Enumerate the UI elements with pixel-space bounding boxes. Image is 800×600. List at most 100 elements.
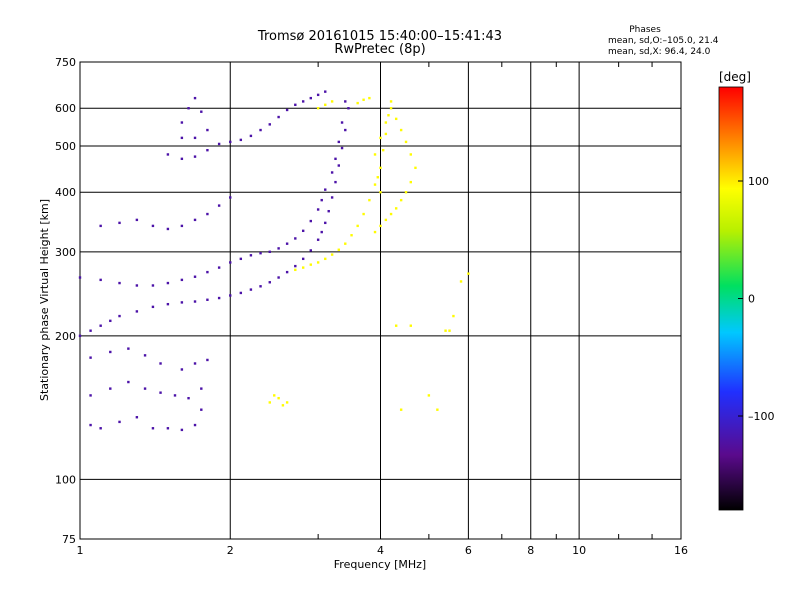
data-point bbox=[180, 136, 184, 140]
data-point bbox=[217, 204, 221, 207]
data-point bbox=[387, 114, 390, 117]
data-point bbox=[180, 301, 184, 304]
data-point bbox=[427, 394, 431, 397]
data-point bbox=[268, 281, 271, 284]
data-point bbox=[143, 387, 147, 390]
x-axis-ticks: 1 2 4 6 8 10 16 bbox=[77, 544, 689, 557]
data-point bbox=[187, 396, 190, 400]
data-point bbox=[193, 155, 197, 158]
data-point bbox=[89, 423, 92, 427]
data-point bbox=[384, 218, 388, 222]
x-tick-label: 16 bbox=[674, 544, 688, 557]
data-point bbox=[151, 284, 155, 287]
data-point bbox=[249, 254, 253, 257]
data-point bbox=[409, 153, 412, 156]
data-point bbox=[459, 280, 463, 283]
x-tick-label: 1 bbox=[77, 544, 84, 557]
data-point bbox=[330, 253, 334, 256]
colorbar-ticks: 100 0 –100 bbox=[738, 175, 775, 423]
data-point bbox=[389, 107, 393, 110]
data-point bbox=[404, 140, 408, 144]
stats-header: Phases bbox=[629, 25, 661, 35]
data-point bbox=[109, 350, 112, 354]
data-point bbox=[327, 209, 330, 213]
data-point bbox=[344, 128, 347, 132]
data-point bbox=[200, 408, 203, 411]
data-point bbox=[206, 358, 209, 362]
data-point bbox=[118, 314, 121, 318]
grid-lines bbox=[80, 62, 681, 539]
data-point bbox=[180, 278, 184, 282]
data-point bbox=[180, 157, 184, 161]
data-point bbox=[249, 134, 253, 138]
colorbar-tick-label: 0 bbox=[748, 293, 755, 306]
data-point bbox=[193, 362, 197, 365]
data-point bbox=[109, 387, 112, 390]
data-point bbox=[277, 276, 280, 279]
data-point bbox=[89, 329, 92, 332]
data-point bbox=[324, 90, 327, 93]
data-point bbox=[166, 302, 170, 306]
colorbar-label: [deg] bbox=[719, 70, 751, 84]
data-point bbox=[268, 123, 271, 126]
x-tick-label: 10 bbox=[572, 544, 586, 557]
data-point bbox=[379, 191, 382, 194]
y-tick-label: 600 bbox=[55, 102, 76, 115]
data-point bbox=[78, 334, 82, 338]
data-point bbox=[379, 224, 382, 228]
data-point bbox=[277, 115, 280, 119]
data-point bbox=[337, 140, 341, 144]
data-point bbox=[193, 275, 197, 278]
x-tick-label: 8 bbox=[527, 544, 534, 557]
data-point bbox=[193, 423, 197, 427]
data-point bbox=[376, 176, 379, 179]
data-point bbox=[444, 329, 447, 332]
data-point bbox=[273, 394, 276, 397]
data-point bbox=[394, 324, 398, 327]
data-point bbox=[180, 121, 184, 124]
data-point bbox=[229, 140, 232, 144]
data-point bbox=[229, 196, 232, 199]
data-point bbox=[436, 408, 439, 411]
data-point bbox=[217, 266, 221, 269]
data-point bbox=[381, 148, 385, 152]
data-point bbox=[99, 224, 102, 228]
data-point bbox=[99, 324, 102, 327]
data-point bbox=[337, 248, 341, 251]
data-point bbox=[180, 368, 184, 371]
data-point bbox=[193, 300, 197, 303]
data-point bbox=[193, 96, 197, 100]
data-point bbox=[206, 298, 209, 301]
data-point bbox=[118, 281, 121, 285]
data-point bbox=[193, 136, 197, 140]
data-point bbox=[118, 221, 121, 225]
data-point bbox=[281, 404, 285, 407]
x-axis-label: Frequency [MHz] bbox=[334, 558, 426, 571]
data-point bbox=[294, 268, 297, 272]
data-point bbox=[379, 136, 382, 140]
data-point bbox=[277, 396, 280, 400]
data-point bbox=[301, 266, 305, 269]
data-point bbox=[89, 356, 92, 359]
data-point bbox=[399, 408, 403, 411]
data-point bbox=[277, 247, 280, 250]
data-point bbox=[200, 387, 203, 390]
data-point bbox=[135, 218, 139, 222]
data-point bbox=[217, 142, 221, 146]
data-point bbox=[340, 121, 344, 124]
y-tick-label: 75 bbox=[62, 533, 76, 546]
data-point bbox=[217, 296, 221, 300]
data-point bbox=[285, 108, 289, 112]
data-point bbox=[448, 329, 451, 332]
colorbar-tick-label: 100 bbox=[748, 175, 769, 188]
data-point bbox=[309, 263, 312, 266]
data-point bbox=[384, 132, 388, 136]
data-point bbox=[347, 107, 350, 110]
data-point bbox=[384, 121, 388, 124]
data-point bbox=[99, 278, 102, 282]
data-point bbox=[118, 420, 121, 424]
y-tick-label: 750 bbox=[55, 56, 76, 69]
chart-title: Tromsø 20161015 15:40:00–15:41:43 bbox=[257, 29, 502, 44]
data-point bbox=[135, 310, 139, 313]
data-point bbox=[159, 391, 162, 394]
